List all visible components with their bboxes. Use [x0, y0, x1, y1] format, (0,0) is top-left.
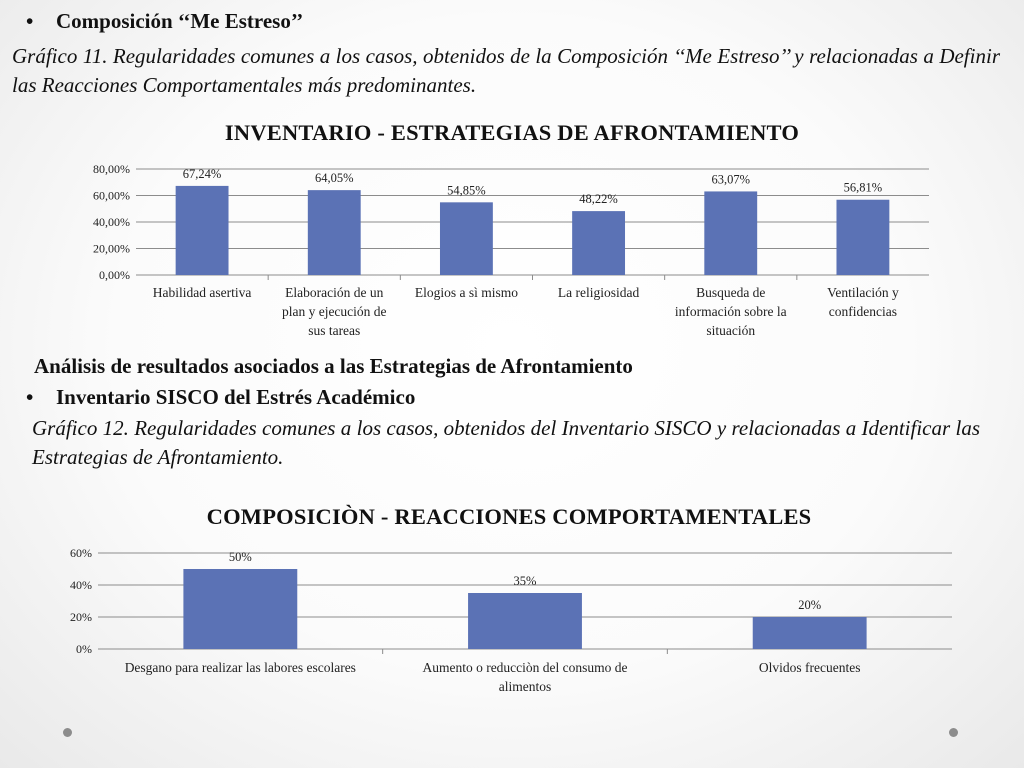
y-tick-label: 80,00%: [93, 162, 130, 176]
category-label: Olvidos frecuentes: [759, 660, 861, 675]
y-tick-label: 40,00%: [93, 215, 130, 229]
data-label: 67,24%: [183, 167, 222, 181]
category-label: confidencias: [829, 304, 897, 319]
chart2: 0% 20% 40% 60% 50% Desgano para realizar las …: [70, 546, 952, 694]
category-label: Elogios a sì mismo: [415, 285, 518, 300]
bullet-icon: •: [26, 9, 34, 33]
y-tick-label: 0%: [76, 642, 92, 656]
y-tick-label: 40%: [70, 578, 92, 592]
chart1-title: INVENTARIO - ESTRATEGIAS DE AFRONTAMIENT…: [224, 120, 800, 145]
caption-grafico-12: Gráfico 12. Regularidades comunes a los …: [32, 416, 980, 469]
chart1: 0,00% 20,00% 40,00% 60,00% 80,00% 67,24% Habil…: [93, 162, 929, 338]
caption-grafico-11: Gráfico 11. Regularidades comunes a los …: [12, 44, 1000, 97]
category-label: Aumento o reducciòn del consumo de: [422, 660, 627, 675]
bar: [468, 593, 582, 649]
category-label: sus tareas: [308, 323, 360, 338]
nav-dot-icon: [63, 728, 72, 737]
bar: [183, 569, 298, 649]
data-label: 48,22%: [579, 192, 618, 206]
data-label: 50%: [229, 550, 252, 564]
bullet-sisco: • Inventario SISCO del Estrés Académico: [26, 384, 415, 410]
bar: [704, 191, 758, 275]
bar: [752, 617, 867, 649]
data-label: 64,05%: [315, 171, 354, 185]
category-label: alimentos: [499, 679, 552, 694]
category-label: Elaboración de un: [285, 285, 383, 300]
category-label: Desgano para realizar las labores escola…: [125, 660, 356, 675]
y-tick-label: 20,00%: [93, 242, 130, 256]
y-tick-label: 60%: [70, 546, 92, 560]
bullet-composicion: • Composición ‘‘Me Estreso’’: [26, 8, 303, 34]
y-tick-label: 60,00%: [93, 189, 130, 203]
data-label: 63,07%: [711, 172, 750, 186]
category-label: La religiosidad: [558, 285, 640, 300]
bullet-sisco-text: Inventario SISCO del Estrés Académico: [56, 385, 416, 409]
y-tick-label: 20%: [70, 610, 92, 624]
bullet-icon: •: [26, 385, 34, 409]
bar: [175, 185, 229, 275]
bar: [572, 211, 626, 275]
category-label: Busqueda de: [696, 285, 765, 300]
data-label: 35%: [514, 574, 537, 588]
y-tick-label: 0,00%: [99, 268, 130, 282]
category-label: situación: [706, 323, 755, 338]
bar: [836, 199, 890, 275]
data-label: 54,85%: [447, 183, 486, 197]
data-label: 20%: [798, 598, 821, 612]
category-label: Habilidad asertiva: [153, 285, 252, 300]
analysis-heading: Análisis de resultados asociados a las E…: [34, 354, 633, 378]
category-label: Ventilación y: [827, 285, 899, 300]
data-label: 56,81%: [844, 181, 883, 195]
chart2-title: COMPOSICIÒN - REACCIONES COMPORTAMENTALE…: [206, 504, 812, 529]
bar: [439, 202, 493, 275]
bar: [307, 190, 361, 275]
bullet-composicion-text: Composición ‘‘Me Estreso’’: [56, 9, 304, 33]
nav-dot-icon: [949, 728, 958, 737]
category-label: plan y ejecución de: [282, 304, 387, 319]
category-label: información sobre la: [675, 304, 787, 319]
